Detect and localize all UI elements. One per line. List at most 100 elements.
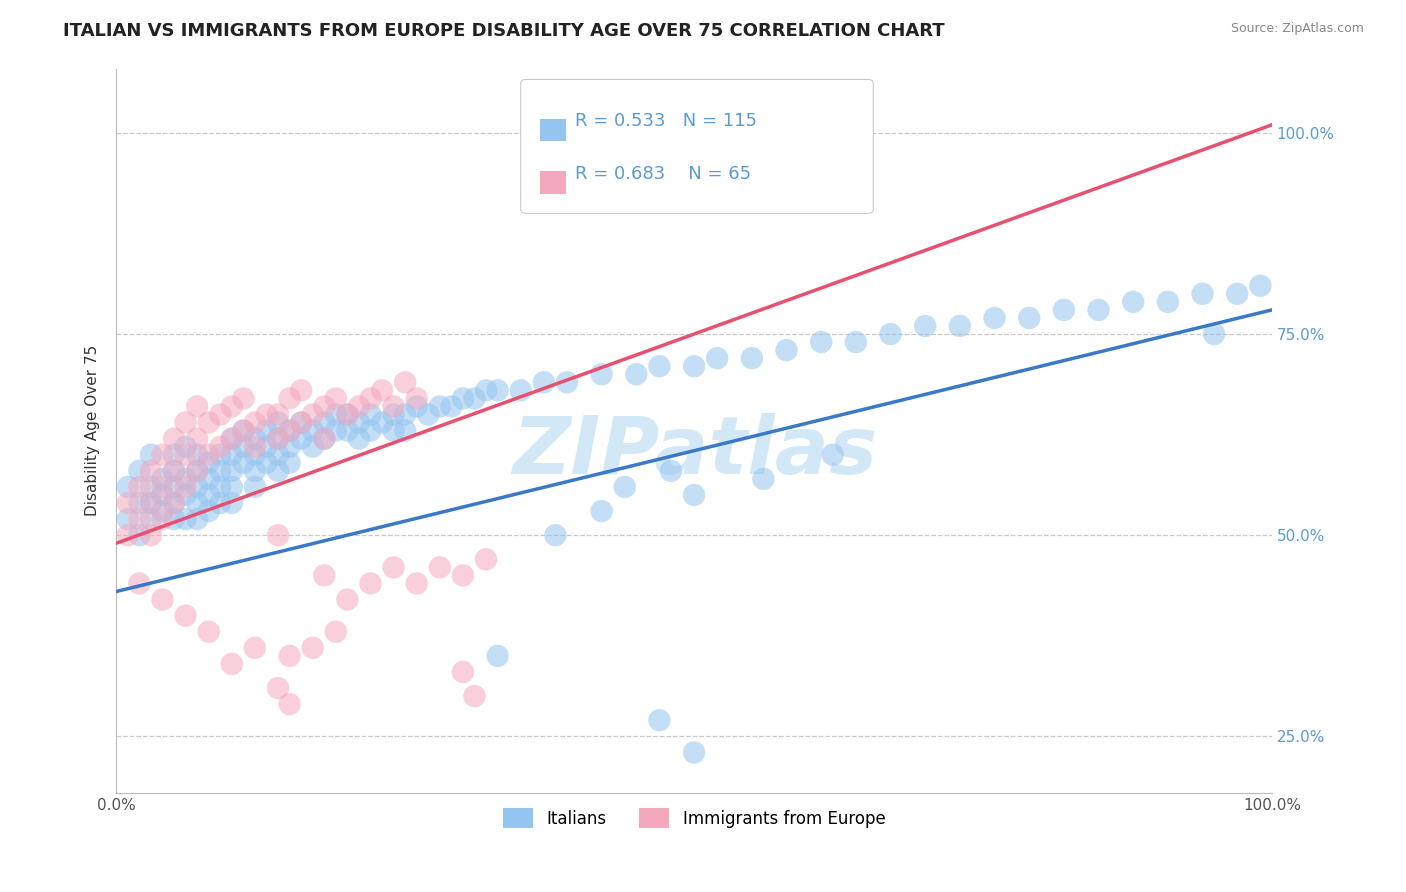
Point [1226,286,1249,301]
Point [209,496,232,510]
Point [186,512,208,526]
Point [290,416,312,430]
Point [845,334,868,349]
Point [451,665,474,679]
Point [186,400,208,414]
Point [221,432,243,446]
Point [648,713,671,727]
Point [314,400,336,414]
Point [139,464,162,478]
Point [683,488,706,502]
Point [382,408,405,422]
Point [221,657,243,671]
Text: ITALIAN VS IMMIGRANTS FROM EUROPE DISABILITY AGE OVER 75 CORRELATION CHART: ITALIAN VS IMMIGRANTS FROM EUROPE DISABI… [63,22,945,40]
Point [706,351,728,366]
Point [418,408,440,422]
Point [221,432,243,446]
Point [1204,326,1226,341]
Point [163,496,186,510]
Point [314,568,336,582]
Point [117,528,139,542]
Text: ZIPatlas: ZIPatlas [512,413,876,491]
Point [221,496,243,510]
Point [1018,310,1040,325]
Point [475,384,498,398]
Point [128,496,150,510]
Point [163,480,186,494]
Point [394,376,416,390]
Point [983,310,1005,325]
Point [163,512,186,526]
Point [463,392,485,406]
Text: Source: ZipAtlas.com: Source: ZipAtlas.com [1230,22,1364,36]
Point [186,448,208,462]
Point [174,608,197,623]
Point [128,576,150,591]
Point [1122,294,1144,309]
Point [174,448,197,462]
Point [683,746,706,760]
Point [186,496,208,510]
Point [163,448,186,462]
Point [278,424,301,438]
Point [163,464,186,478]
Point [139,528,162,542]
Point [555,376,578,390]
Point [197,488,219,502]
Point [544,528,567,542]
Point [197,448,219,462]
Text: R = 0.683    N = 65: R = 0.683 N = 65 [575,164,751,183]
Point [533,376,555,390]
Point [174,488,197,502]
Point [405,392,427,406]
Point [914,318,936,333]
Point [626,368,648,382]
Point [256,424,278,438]
Point [1249,278,1271,293]
Point [139,496,162,510]
Point [139,512,162,526]
Point [486,384,509,398]
Point [325,392,347,406]
Point [256,456,278,470]
Point [174,440,197,454]
Point [163,496,186,510]
Point [360,408,382,422]
Point [451,568,474,582]
Point [209,440,232,454]
Point [360,424,382,438]
Point [139,480,162,494]
Point [221,448,243,462]
Point [152,448,174,462]
Point [347,432,370,446]
Point [232,456,254,470]
Point [741,351,763,366]
Point [394,424,416,438]
Point [314,432,336,446]
Point [301,440,323,454]
Point [382,400,405,414]
Point [1191,286,1213,301]
Point [197,504,219,518]
Point [591,368,613,382]
Text: R = 0.533   N = 115: R = 0.533 N = 115 [575,112,756,129]
Point [267,448,290,462]
Point [314,432,336,446]
Point [405,576,427,591]
Point [301,424,323,438]
Point [186,464,208,478]
Point [775,343,797,358]
Point [243,432,266,446]
Point [232,440,254,454]
Point [221,464,243,478]
Point [267,528,290,542]
Point [278,440,301,454]
Point [243,440,266,454]
Point [117,496,139,510]
Point [139,448,162,462]
Point [371,416,394,430]
Point [232,424,254,438]
Point [186,464,208,478]
Point [152,488,174,502]
Point [221,400,243,414]
